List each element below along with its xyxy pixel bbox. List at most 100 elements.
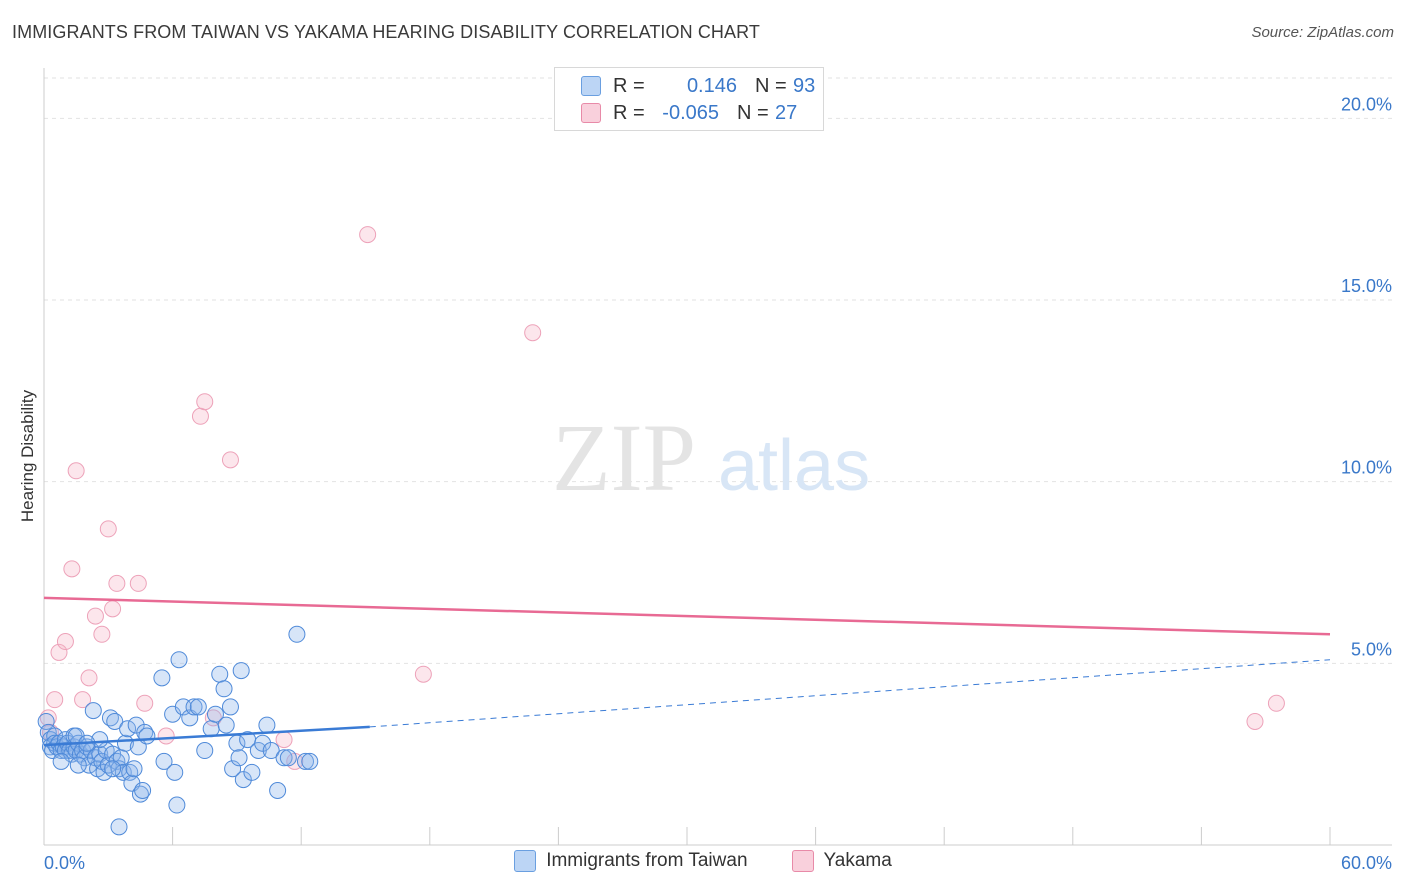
taiwan-point bbox=[217, 716, 235, 734]
taiwan-point bbox=[110, 818, 128, 836]
legend-row-taiwan: R = 0.146 N = 93 bbox=[581, 73, 815, 99]
correlation-legend: R = 0.146 N = 93 R = -0.065 N = 27 bbox=[554, 67, 824, 131]
watermark: ZIP atlas bbox=[552, 404, 870, 511]
taiwan-point bbox=[258, 716, 276, 734]
y-tick-labels: 5.0% 10.0% 15.0% 20.0% bbox=[1341, 94, 1392, 659]
taiwan-point bbox=[275, 749, 293, 767]
taiwan-point bbox=[127, 716, 145, 734]
yakama-point bbox=[80, 669, 98, 687]
legend-n-value: 93 bbox=[793, 74, 816, 97]
taiwan-points bbox=[37, 625, 319, 836]
legend-r-label: R = bbox=[613, 101, 645, 124]
yakama-point bbox=[104, 600, 122, 618]
taiwan-point bbox=[196, 742, 214, 760]
taiwan-point bbox=[221, 698, 239, 716]
yakama-point bbox=[56, 633, 74, 651]
taiwan-trend-solid bbox=[43, 725, 370, 747]
taiwan-point bbox=[37, 712, 55, 730]
taiwan-point bbox=[134, 782, 152, 799]
taiwan-point bbox=[206, 705, 224, 723]
yakama-trend-line bbox=[43, 596, 1331, 636]
taiwan-point bbox=[232, 662, 250, 680]
y-axis-label: Hearing Disability bbox=[18, 389, 37, 522]
taiwan-point bbox=[211, 665, 229, 683]
watermark-zip: ZIP bbox=[552, 404, 696, 511]
taiwan-point bbox=[234, 771, 252, 789]
legend-item-yakama[interactable]: Yakama bbox=[791, 850, 892, 872]
taiwan-point bbox=[262, 742, 280, 760]
taiwan-point bbox=[168, 796, 186, 814]
y-tick-label: 5.0% bbox=[1351, 639, 1392, 659]
taiwan-point bbox=[288, 625, 306, 643]
taiwan-point bbox=[301, 752, 319, 770]
trend-lines bbox=[43, 596, 1331, 747]
yakama-point bbox=[275, 731, 293, 749]
yakama-point bbox=[93, 625, 111, 643]
taiwan-point bbox=[106, 712, 124, 730]
taiwan-point bbox=[269, 782, 287, 799]
yakama-point bbox=[359, 226, 377, 244]
legend-r-label: R = bbox=[613, 74, 645, 97]
x-tick-label-max: 60.0% bbox=[1341, 853, 1392, 873]
taiwan-point bbox=[279, 749, 297, 767]
yakama-point bbox=[50, 643, 68, 661]
legend-swatch-yakama bbox=[791, 850, 814, 872]
taiwan-point bbox=[166, 763, 184, 781]
x-ticks bbox=[43, 827, 1331, 845]
yakama-point bbox=[196, 393, 214, 411]
yakama-point bbox=[129, 574, 147, 592]
series-legend: Immigrants from Taiwan Yakama bbox=[0, 850, 1406, 872]
taiwan-point bbox=[224, 760, 242, 778]
taiwan-point bbox=[91, 731, 109, 749]
source-label: Source: ZipAtlas.com bbox=[1251, 24, 1394, 41]
legend-label-yakama: Yakama bbox=[823, 850, 892, 871]
legend-item-taiwan[interactable]: Immigrants from Taiwan bbox=[514, 850, 748, 872]
yakama-point bbox=[86, 607, 104, 625]
taiwan-point bbox=[296, 752, 314, 770]
taiwan-point bbox=[153, 669, 171, 687]
watermark-atlas: atlas bbox=[718, 426, 870, 506]
x-tick-label-min: 0.0% bbox=[44, 853, 85, 873]
taiwan-trend-dashed bbox=[369, 659, 1331, 728]
legend-n-label: N = bbox=[755, 74, 787, 97]
taiwan-point bbox=[215, 680, 233, 698]
legend-swatch-yakama bbox=[581, 103, 601, 123]
gridlines bbox=[44, 77, 1392, 664]
taiwan-point bbox=[230, 749, 248, 767]
y-tick-label: 20.0% bbox=[1341, 94, 1392, 114]
taiwan-point bbox=[185, 698, 203, 716]
yakama-point bbox=[67, 462, 85, 480]
taiwan-point bbox=[254, 734, 272, 752]
yakama-point bbox=[1246, 712, 1264, 730]
yakama-points bbox=[39, 226, 1285, 770]
taiwan-point bbox=[84, 702, 102, 720]
taiwan-point bbox=[125, 760, 143, 778]
taiwan-point bbox=[69, 756, 87, 774]
y-tick-label: 15.0% bbox=[1341, 276, 1392, 296]
taiwan-point bbox=[52, 752, 70, 770]
taiwan-point bbox=[138, 727, 156, 745]
legend-row-yakama: R = -0.065 N = 27 bbox=[581, 100, 797, 126]
taiwan-point bbox=[243, 763, 261, 781]
yakama-point bbox=[99, 520, 117, 538]
yakama-point bbox=[63, 560, 81, 578]
legend-label-taiwan: Immigrants from Taiwan bbox=[546, 850, 748, 871]
yakama-point bbox=[414, 665, 432, 683]
y-tick-label: 10.0% bbox=[1341, 458, 1392, 478]
axes bbox=[43, 68, 1392, 846]
legend-n-label: N = bbox=[737, 101, 769, 124]
yakama-point bbox=[46, 691, 64, 709]
yakama-point bbox=[191, 407, 209, 425]
taiwan-point bbox=[155, 752, 173, 770]
taiwan-point bbox=[170, 651, 188, 669]
legend-swatch-taiwan bbox=[581, 76, 601, 96]
yakama-point bbox=[136, 694, 154, 712]
taiwan-point bbox=[104, 760, 122, 778]
taiwan-point bbox=[119, 720, 137, 738]
yakama-point bbox=[1267, 694, 1285, 712]
yakama-point bbox=[108, 574, 126, 592]
yakama-point bbox=[157, 727, 175, 745]
yakama-point bbox=[524, 324, 542, 342]
yakama-point bbox=[221, 451, 239, 469]
